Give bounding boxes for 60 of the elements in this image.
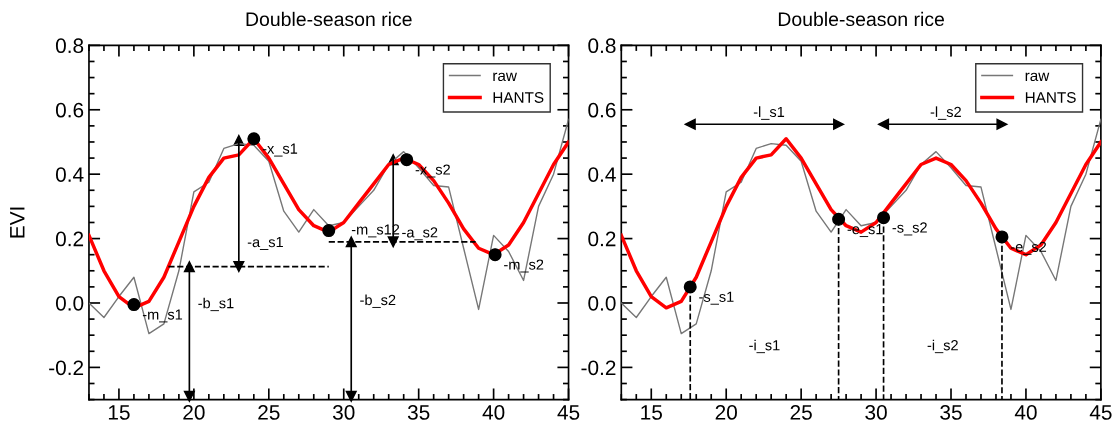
legend-label: raw (1025, 72, 1050, 82)
y-tick-label: 0.8 (55, 38, 84, 54)
annotation: -i_s2 (927, 339, 958, 354)
x-tick-label: 40 (1014, 405, 1037, 420)
point (995, 230, 1009, 244)
annotation: -a_s1 (247, 236, 283, 250)
y-axis-title: EVI (10, 207, 25, 238)
y-tick-label: 0.2 (588, 231, 616, 247)
chart-title: Double-season rice (246, 11, 412, 27)
chart-title: Double-season rice (778, 11, 944, 27)
y-tick-label: 0.6 (55, 102, 84, 118)
legend-label: HANTS (1025, 92, 1076, 103)
annotation: -i_s1 (749, 339, 780, 354)
x-tick-label: 40 (482, 405, 505, 420)
x-tick-label: 30 (865, 405, 887, 420)
x-tick-label: 35 (940, 405, 962, 420)
line-series (88, 118, 569, 335)
point (877, 211, 891, 225)
point (127, 298, 141, 312)
point (400, 153, 414, 167)
annotation: -s_s2 (892, 222, 927, 236)
y-tick-label: 0.0 (588, 295, 616, 311)
y-tick-label: -0.2 (581, 360, 616, 376)
x-tick-label: 25 (790, 405, 812, 420)
y-tick-label: -0.2 (49, 360, 84, 376)
point (832, 212, 846, 226)
point (488, 248, 502, 262)
y-tick-label: 0.4 (588, 167, 616, 182)
annotation: -l_s2 (930, 106, 961, 120)
point (684, 118, 696, 130)
point (322, 224, 336, 238)
annotation: -l_s1 (753, 106, 785, 120)
x-tick-label: 25 (258, 405, 280, 420)
y-tick-label: 0.6 (588, 102, 616, 118)
x-tick-label: 30 (332, 405, 355, 420)
legend-label: HANTS (493, 92, 544, 103)
point (183, 390, 195, 402)
annotation: -m_s2 (504, 259, 544, 273)
y-tick-label: 0.2 (55, 231, 84, 247)
annotation: -b_s2 (360, 294, 396, 308)
annotation: -a_s2 (402, 227, 438, 241)
x-tick-label: 45 (557, 405, 580, 420)
y-tick-label: 0.8 (588, 38, 616, 54)
point (683, 280, 697, 294)
x-tick-label: 45 (1089, 405, 1112, 420)
annotation: -b_s1 (198, 297, 234, 312)
annotation: -m_s1 (142, 309, 183, 323)
point (247, 132, 261, 146)
x-tick-label: 15 (641, 405, 662, 420)
point (996, 118, 1008, 130)
line-series (621, 137, 1101, 310)
x-tick-label: 35 (407, 405, 430, 420)
x-tick-label: 15 (108, 405, 130, 420)
annotation: -s_s1 (699, 291, 734, 305)
y-tick-label: 0.4 (55, 167, 84, 182)
y-tick-label: 0.0 (55, 295, 84, 311)
x-tick-label: 20 (715, 405, 737, 420)
point (833, 118, 845, 130)
legend-label: raw (493, 72, 517, 82)
x-tick-label: 20 (183, 405, 205, 420)
